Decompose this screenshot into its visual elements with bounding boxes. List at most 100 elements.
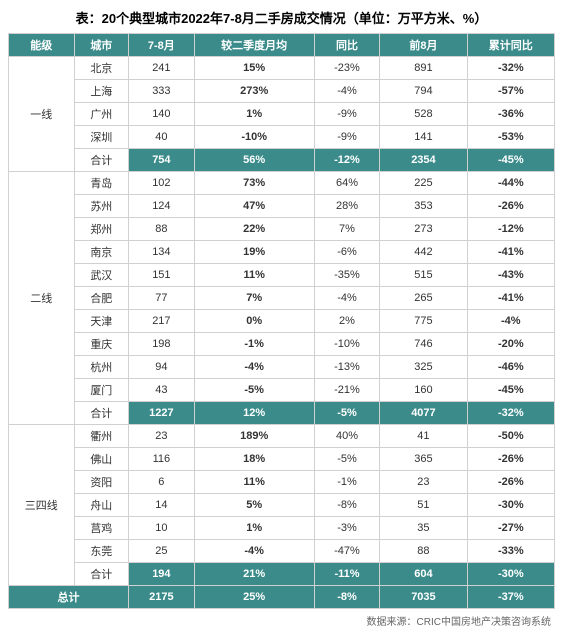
table-row: 三四线衢州23189%40%41-50% bbox=[9, 425, 555, 448]
table-row: 重庆198-1%-10%746-20% bbox=[9, 333, 555, 356]
cum-cell: -26% bbox=[467, 195, 554, 218]
table-row: 深圳40-10%-9%141-53% bbox=[9, 126, 555, 149]
qm-cell: 1% bbox=[194, 517, 314, 540]
header-vol: 7-8月 bbox=[129, 34, 195, 57]
table-row: 合肥777%-4%265-41% bbox=[9, 287, 555, 310]
vol-cell: 6 bbox=[129, 471, 195, 494]
subtotal-yoy: -5% bbox=[314, 402, 380, 425]
grand-total-row: 总计217525%-8%7035-37% bbox=[9, 586, 555, 609]
subtotal-m8: 2354 bbox=[380, 149, 467, 172]
grand-total-m8: 7035 bbox=[380, 586, 467, 609]
yoy-cell: -21% bbox=[314, 379, 380, 402]
qm-cell: -5% bbox=[194, 379, 314, 402]
yoy-cell: 7% bbox=[314, 218, 380, 241]
city-cell: 资阳 bbox=[74, 471, 129, 494]
vol-cell: 217 bbox=[129, 310, 195, 333]
cum-cell: -32% bbox=[467, 57, 554, 80]
yoy-cell: 40% bbox=[314, 425, 380, 448]
m8-cell: 442 bbox=[380, 241, 467, 264]
cum-cell: -53% bbox=[467, 126, 554, 149]
qm-cell: 1% bbox=[194, 103, 314, 126]
cum-cell: -26% bbox=[467, 448, 554, 471]
header-cum: 累计同比 bbox=[467, 34, 554, 57]
qm-cell: -10% bbox=[194, 126, 314, 149]
yoy-cell: 64% bbox=[314, 172, 380, 195]
vol-cell: 140 bbox=[129, 103, 195, 126]
qm-cell: 19% bbox=[194, 241, 314, 264]
qm-cell: 15% bbox=[194, 57, 314, 80]
table-row: 南京13419%-6%442-41% bbox=[9, 241, 555, 264]
grand-total-vol: 2175 bbox=[129, 586, 195, 609]
qm-cell: 11% bbox=[194, 471, 314, 494]
city-cell: 厦门 bbox=[74, 379, 129, 402]
vol-cell: 77 bbox=[129, 287, 195, 310]
grand-total-qm: 25% bbox=[194, 586, 314, 609]
cum-cell: -26% bbox=[467, 471, 554, 494]
yoy-cell: -9% bbox=[314, 103, 380, 126]
cum-cell: -41% bbox=[467, 241, 554, 264]
yoy-cell: -10% bbox=[314, 333, 380, 356]
cum-cell: -4% bbox=[467, 310, 554, 333]
yoy-cell: -6% bbox=[314, 241, 380, 264]
city-cell: 郑州 bbox=[74, 218, 129, 241]
subtotal-vol: 194 bbox=[129, 563, 195, 586]
city-cell: 重庆 bbox=[74, 333, 129, 356]
vol-cell: 116 bbox=[129, 448, 195, 471]
vol-cell: 23 bbox=[129, 425, 195, 448]
m8-cell: 51 bbox=[380, 494, 467, 517]
vol-cell: 40 bbox=[129, 126, 195, 149]
qm-cell: 18% bbox=[194, 448, 314, 471]
vol-cell: 43 bbox=[129, 379, 195, 402]
m8-cell: 775 bbox=[380, 310, 467, 333]
subtotal-vol: 754 bbox=[129, 149, 195, 172]
cum-cell: -41% bbox=[467, 287, 554, 310]
grand-total-label: 总计 bbox=[9, 586, 129, 609]
cum-cell: -44% bbox=[467, 172, 554, 195]
vol-cell: 14 bbox=[129, 494, 195, 517]
m8-cell: 23 bbox=[380, 471, 467, 494]
table-row: 一线北京24115%-23%891-32% bbox=[9, 57, 555, 80]
qm-cell: 189% bbox=[194, 425, 314, 448]
vol-cell: 102 bbox=[129, 172, 195, 195]
m8-cell: 225 bbox=[380, 172, 467, 195]
yoy-cell: -9% bbox=[314, 126, 380, 149]
header-8m: 前8月 bbox=[380, 34, 467, 57]
m8-cell: 891 bbox=[380, 57, 467, 80]
m8-cell: 353 bbox=[380, 195, 467, 218]
qm-cell: 11% bbox=[194, 264, 314, 287]
city-cell: 广州 bbox=[74, 103, 129, 126]
cum-cell: -45% bbox=[467, 379, 554, 402]
cum-cell: -50% bbox=[467, 425, 554, 448]
city-cell: 舟山 bbox=[74, 494, 129, 517]
city-cell: 莒鸡 bbox=[74, 517, 129, 540]
subtotal-label: 合计 bbox=[74, 402, 129, 425]
table-row: 天津2170%2%775-4% bbox=[9, 310, 555, 333]
table-row: 广州1401%-9%528-36% bbox=[9, 103, 555, 126]
m8-cell: 528 bbox=[380, 103, 467, 126]
m8-cell: 515 bbox=[380, 264, 467, 287]
m8-cell: 160 bbox=[380, 379, 467, 402]
city-cell: 北京 bbox=[74, 57, 129, 80]
subtotal-cum: -32% bbox=[467, 402, 554, 425]
city-cell: 上海 bbox=[74, 80, 129, 103]
city-cell: 苏州 bbox=[74, 195, 129, 218]
vol-cell: 124 bbox=[129, 195, 195, 218]
yoy-cell: 28% bbox=[314, 195, 380, 218]
subtotal-row: 合计19421%-11%604-30% bbox=[9, 563, 555, 586]
cum-cell: -20% bbox=[467, 333, 554, 356]
yoy-cell: -3% bbox=[314, 517, 380, 540]
yoy-cell: -35% bbox=[314, 264, 380, 287]
subtotal-m8: 604 bbox=[380, 563, 467, 586]
vol-cell: 10 bbox=[129, 517, 195, 540]
m8-cell: 746 bbox=[380, 333, 467, 356]
city-cell: 东莞 bbox=[74, 540, 129, 563]
vol-cell: 88 bbox=[129, 218, 195, 241]
vol-cell: 94 bbox=[129, 356, 195, 379]
grand-total-yoy: -8% bbox=[314, 586, 380, 609]
table-row: 武汉15111%-35%515-43% bbox=[9, 264, 555, 287]
cum-cell: -46% bbox=[467, 356, 554, 379]
yoy-cell: -23% bbox=[314, 57, 380, 80]
city-cell: 佛山 bbox=[74, 448, 129, 471]
yoy-cell: 2% bbox=[314, 310, 380, 333]
grand-total-cum: -37% bbox=[467, 586, 554, 609]
